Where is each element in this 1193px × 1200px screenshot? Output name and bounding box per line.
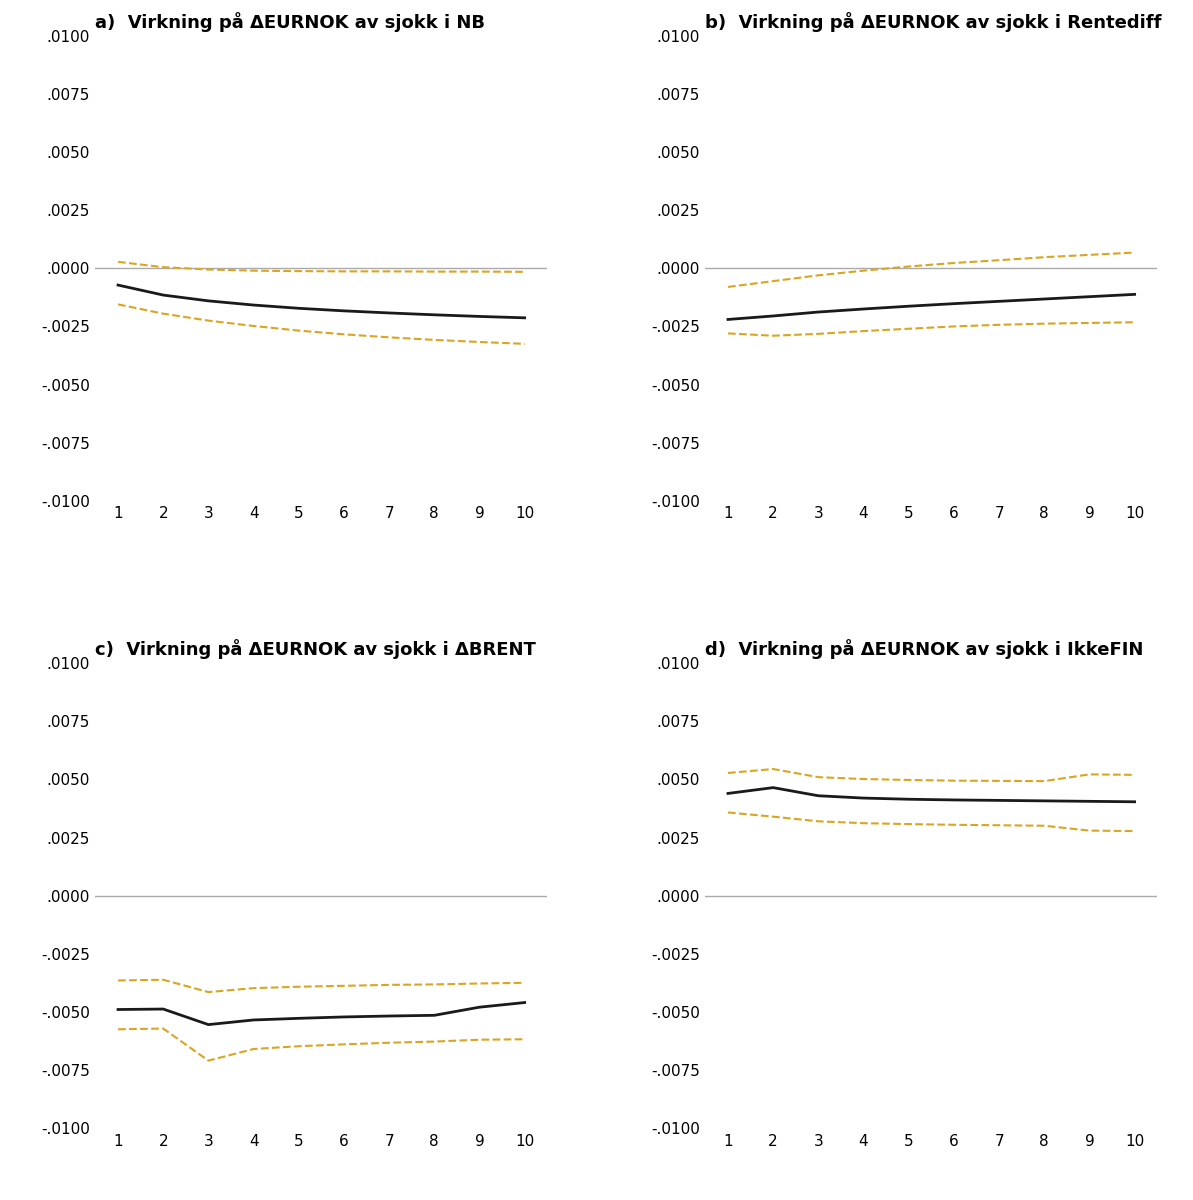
Text: a)  Virkning på ΔEURNOK av sjokk i NB: a) Virkning på ΔEURNOK av sjokk i NB	[95, 12, 486, 31]
Text: c)  Virkning på ΔEURNOK av sjokk i ΔBRENT: c) Virkning på ΔEURNOK av sjokk i ΔBRENT	[95, 640, 537, 659]
Text: d)  Virkning på ΔEURNOK av sjokk i IkkeFIN: d) Virkning på ΔEURNOK av sjokk i IkkeFI…	[705, 640, 1144, 659]
Text: b)  Virkning på ΔEURNOK av sjokk i Rentediff: b) Virkning på ΔEURNOK av sjokk i Rented…	[705, 12, 1162, 31]
